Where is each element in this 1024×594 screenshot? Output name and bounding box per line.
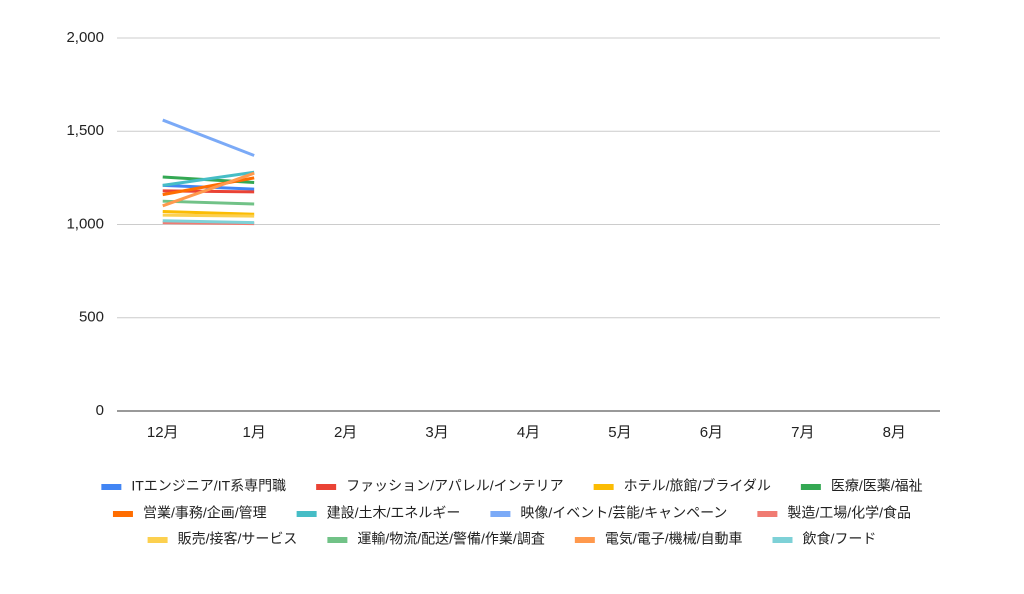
legend-label: 医療/医薬/福祉 xyxy=(831,478,923,494)
x-tick-label: 12月 xyxy=(147,424,179,441)
legend-label: ファッション/アパレル/インテリア xyxy=(346,478,564,494)
series-line xyxy=(162,170,255,187)
legend-label: ホテル/旅館/ブライダル xyxy=(624,478,771,494)
legend-label: 販売/接客/サービス xyxy=(178,531,298,547)
legend-swatch xyxy=(327,537,348,543)
x-tick-label: 5月 xyxy=(608,424,631,441)
series-line xyxy=(162,118,255,157)
x-tick-label: 7月 xyxy=(791,424,814,441)
series-line xyxy=(162,176,255,197)
series-line xyxy=(162,219,255,225)
y-tick-label: 1,500 xyxy=(66,122,104,139)
legend-swatch xyxy=(296,511,317,517)
x-tick-label: 6月 xyxy=(700,424,723,441)
x-tick-label: 1月 xyxy=(242,424,265,441)
y-tick-label: 0 xyxy=(96,402,104,419)
x-tick-label: 2月 xyxy=(334,424,357,441)
series-line xyxy=(162,171,255,208)
legend-swatch xyxy=(772,537,793,543)
legend-label: 電気/電子/機械/自動車 xyxy=(605,531,743,547)
legend-swatch xyxy=(757,511,778,517)
x-tick-label: 3月 xyxy=(425,424,448,441)
legend-swatch xyxy=(593,484,614,490)
legend-swatch xyxy=(490,511,511,517)
series-line xyxy=(162,213,255,218)
legend-label: 建設/土木/エネルギー xyxy=(327,505,461,521)
legend-label: 運輸/物流/配送/警備/作業/調査 xyxy=(357,531,544,547)
legend-label: 営業/事務/企画/管理 xyxy=(143,505,267,521)
series-line xyxy=(162,209,255,216)
legend-label: ITエンジニア/IT系専門職 xyxy=(131,478,286,494)
legend-label: 製造/工場/化学/食品 xyxy=(787,505,911,521)
legend-swatch xyxy=(101,484,122,490)
x-tick-label: 8月 xyxy=(883,424,906,441)
legend-swatch xyxy=(316,484,337,490)
x-tick-label: 4月 xyxy=(517,424,540,441)
y-tick-label: 500 xyxy=(79,309,104,326)
legend-swatch xyxy=(574,537,595,543)
legend-label: 飲食/フード xyxy=(803,531,877,547)
legend-swatch xyxy=(147,537,168,543)
legend-label: 映像/イベント/芸能/キャンペーン xyxy=(520,505,727,521)
y-tick-label: 1,000 xyxy=(66,215,104,232)
legend-swatch xyxy=(112,511,133,517)
legend-swatch xyxy=(800,484,821,490)
y-tick-label: 2,000 xyxy=(66,29,104,46)
